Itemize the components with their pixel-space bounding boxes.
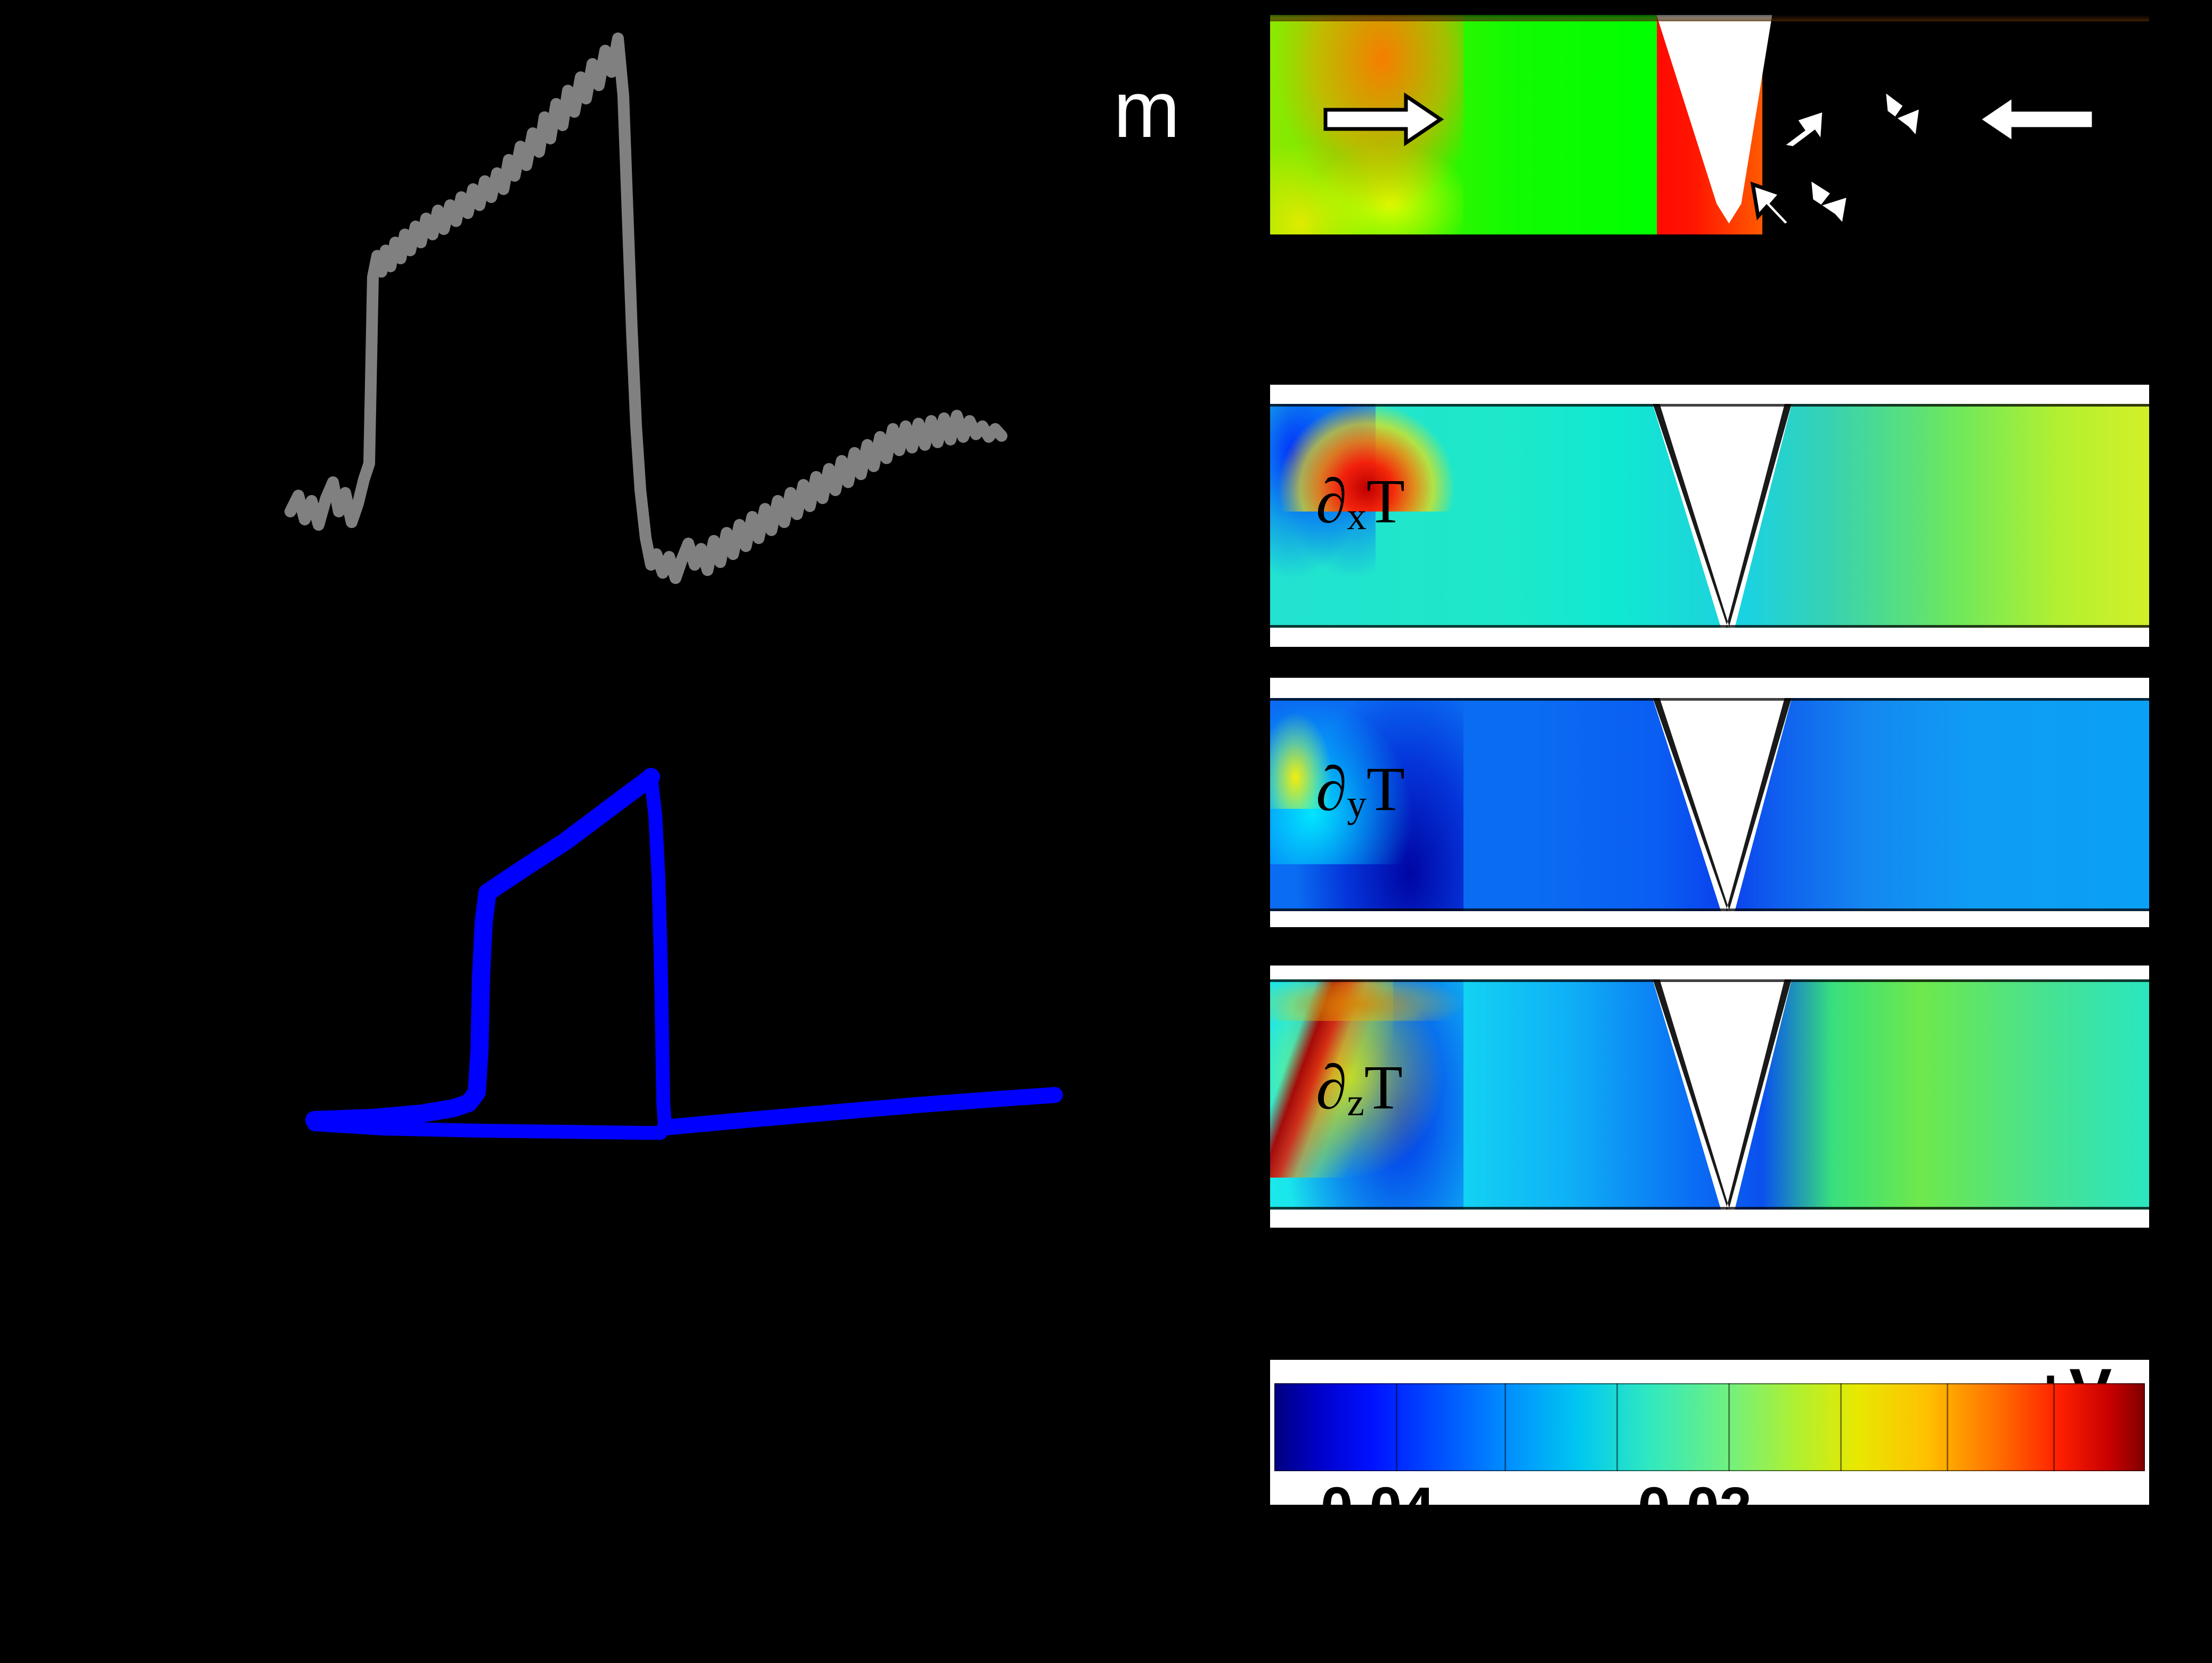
arrow-right-in-icon: [1975, 92, 2096, 147]
dyT-partial-symbol: ∂: [1316, 754, 1347, 824]
gray-trace-svg: [284, 33, 1007, 584]
dzT-label: ∂zT: [1316, 1056, 1403, 1122]
dxT-label: ∂xT: [1316, 470, 1405, 536]
dxT-subscript: x: [1347, 494, 1367, 538]
magnetization-map-panel: [1270, 15, 2149, 234]
arrow-left-in-icon: [1323, 92, 1444, 147]
blue-trace-upper: [305, 768, 660, 1129]
arrow-vortex-up-left-icon: [1750, 181, 1793, 229]
dyT-subscript: y: [1347, 782, 1367, 826]
dxT-field: [1270, 404, 2149, 628]
dzT-orange-band: [1270, 979, 1481, 1021]
dyT-top-edge: [1270, 698, 2149, 701]
dxT-top-edge: [1270, 404, 2149, 407]
dzT-map-panel: ∂zT: [1270, 966, 2149, 1228]
dzT-subscript: z: [1347, 1081, 1364, 1124]
magnetization-label: m: [1113, 64, 1180, 154]
dxT-partial-symbol: ∂: [1316, 466, 1347, 536]
magnetization-arrows: [1323, 85, 2096, 230]
gray-trace-line: [284, 33, 1007, 584]
bottom-clip-mask: [0, 1505, 2212, 1663]
arrow-vortex-up-right-icon: [1777, 107, 1826, 150]
dxT-T-symbol: T: [1366, 466, 1405, 536]
left-bottom-clip-mask: [0, 1343, 1270, 1519]
dxT-bottom-edge: [1270, 625, 2149, 628]
colorbar-tick: [1505, 1383, 1506, 1471]
colorbar-gradient: [1274, 1383, 2145, 1471]
gray-trace-panel: [0, 0, 1172, 666]
blue-trace-panel: [0, 719, 1172, 1199]
dzT-top-edge: [1270, 979, 2149, 982]
colorbar-tick: [2053, 1383, 2055, 1471]
colorbar-tick: [1947, 1383, 1948, 1471]
dyT-label: ∂yT: [1316, 758, 1405, 826]
dzT-bottom-edge: [1270, 1207, 2149, 1210]
blue-trace-svg: [305, 768, 1063, 1140]
right-clip-mask: [2149, 0, 2212, 1663]
dyT-T-symbol: T: [1366, 754, 1405, 824]
dyT-yellow-streak: [1270, 698, 1349, 809]
dzT-partial-symbol: ∂: [1316, 1052, 1347, 1122]
blue-trace-tail: [657, 1087, 1063, 1135]
arrow-vortex-down-right-icon: [1881, 85, 1924, 143]
dyT-field: [1270, 698, 2149, 911]
blue-trace-baseline: [307, 1117, 668, 1140]
panel-bottom-shading: [1270, 15, 2149, 22]
colorbar-tick: [1616, 1383, 1618, 1471]
colorbar-tick: [1840, 1383, 1842, 1471]
dxT-hot-spot: [1270, 404, 1463, 512]
colorbar-tick: [1396, 1383, 1397, 1471]
arrow-vortex-down-left-icon: [1807, 174, 1851, 230]
colorbar-tick: [1728, 1383, 1730, 1471]
dzT-field: [1270, 979, 2149, 1210]
colorbar-panel: +V -0.04 0.02: [1270, 1356, 2149, 1541]
blue-trace-drop: [644, 772, 672, 1132]
dzT-T-symbol: T: [1364, 1052, 1403, 1122]
dxT-map-panel: ∂xT: [1270, 385, 2149, 647]
dyT-bottom-edge: [1270, 908, 2149, 911]
dyT-map-panel: ∂yT: [1270, 678, 2149, 927]
